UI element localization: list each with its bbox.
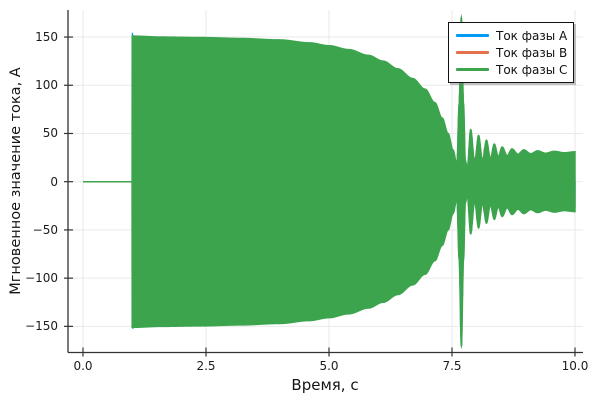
x-axis-label: Время, с (291, 376, 359, 394)
x-tick-label: 7.5 (442, 359, 462, 373)
legend: Ток фазы A Ток фазы B Ток фазы C (448, 22, 574, 83)
y-tick-label: −50 (32, 222, 58, 237)
y-tick-label: −150 (25, 319, 58, 334)
legend-line-phase-b-icon (456, 51, 489, 54)
x-tick-label: 5.0 (319, 359, 339, 373)
y-tick-label: −100 (25, 271, 58, 286)
x-tick-label: 0.0 (73, 359, 93, 373)
x-tick-label: 2.5 (196, 359, 216, 373)
legend-item-phase-b: Ток фазы B (456, 45, 568, 60)
y-tick-label: 100 (35, 78, 58, 93)
legend-item-phase-a: Ток фазы A (456, 28, 568, 43)
y-tick-label: 0 (50, 174, 58, 189)
y-tick-label: 50 (42, 126, 58, 141)
x-tick-label: 10.0 (561, 359, 589, 373)
y-tick-label: 150 (35, 30, 58, 45)
legend-line-phase-a-icon (456, 34, 489, 37)
legend-label-phase-b: Ток фазы B (496, 45, 568, 60)
legend-label-phase-c: Ток фазы C (496, 62, 568, 77)
legend-line-phase-c-icon (456, 68, 489, 71)
legend-item-phase-c: Ток фазы C (456, 62, 568, 77)
legend-label-phase-a: Ток фазы A (496, 28, 568, 43)
